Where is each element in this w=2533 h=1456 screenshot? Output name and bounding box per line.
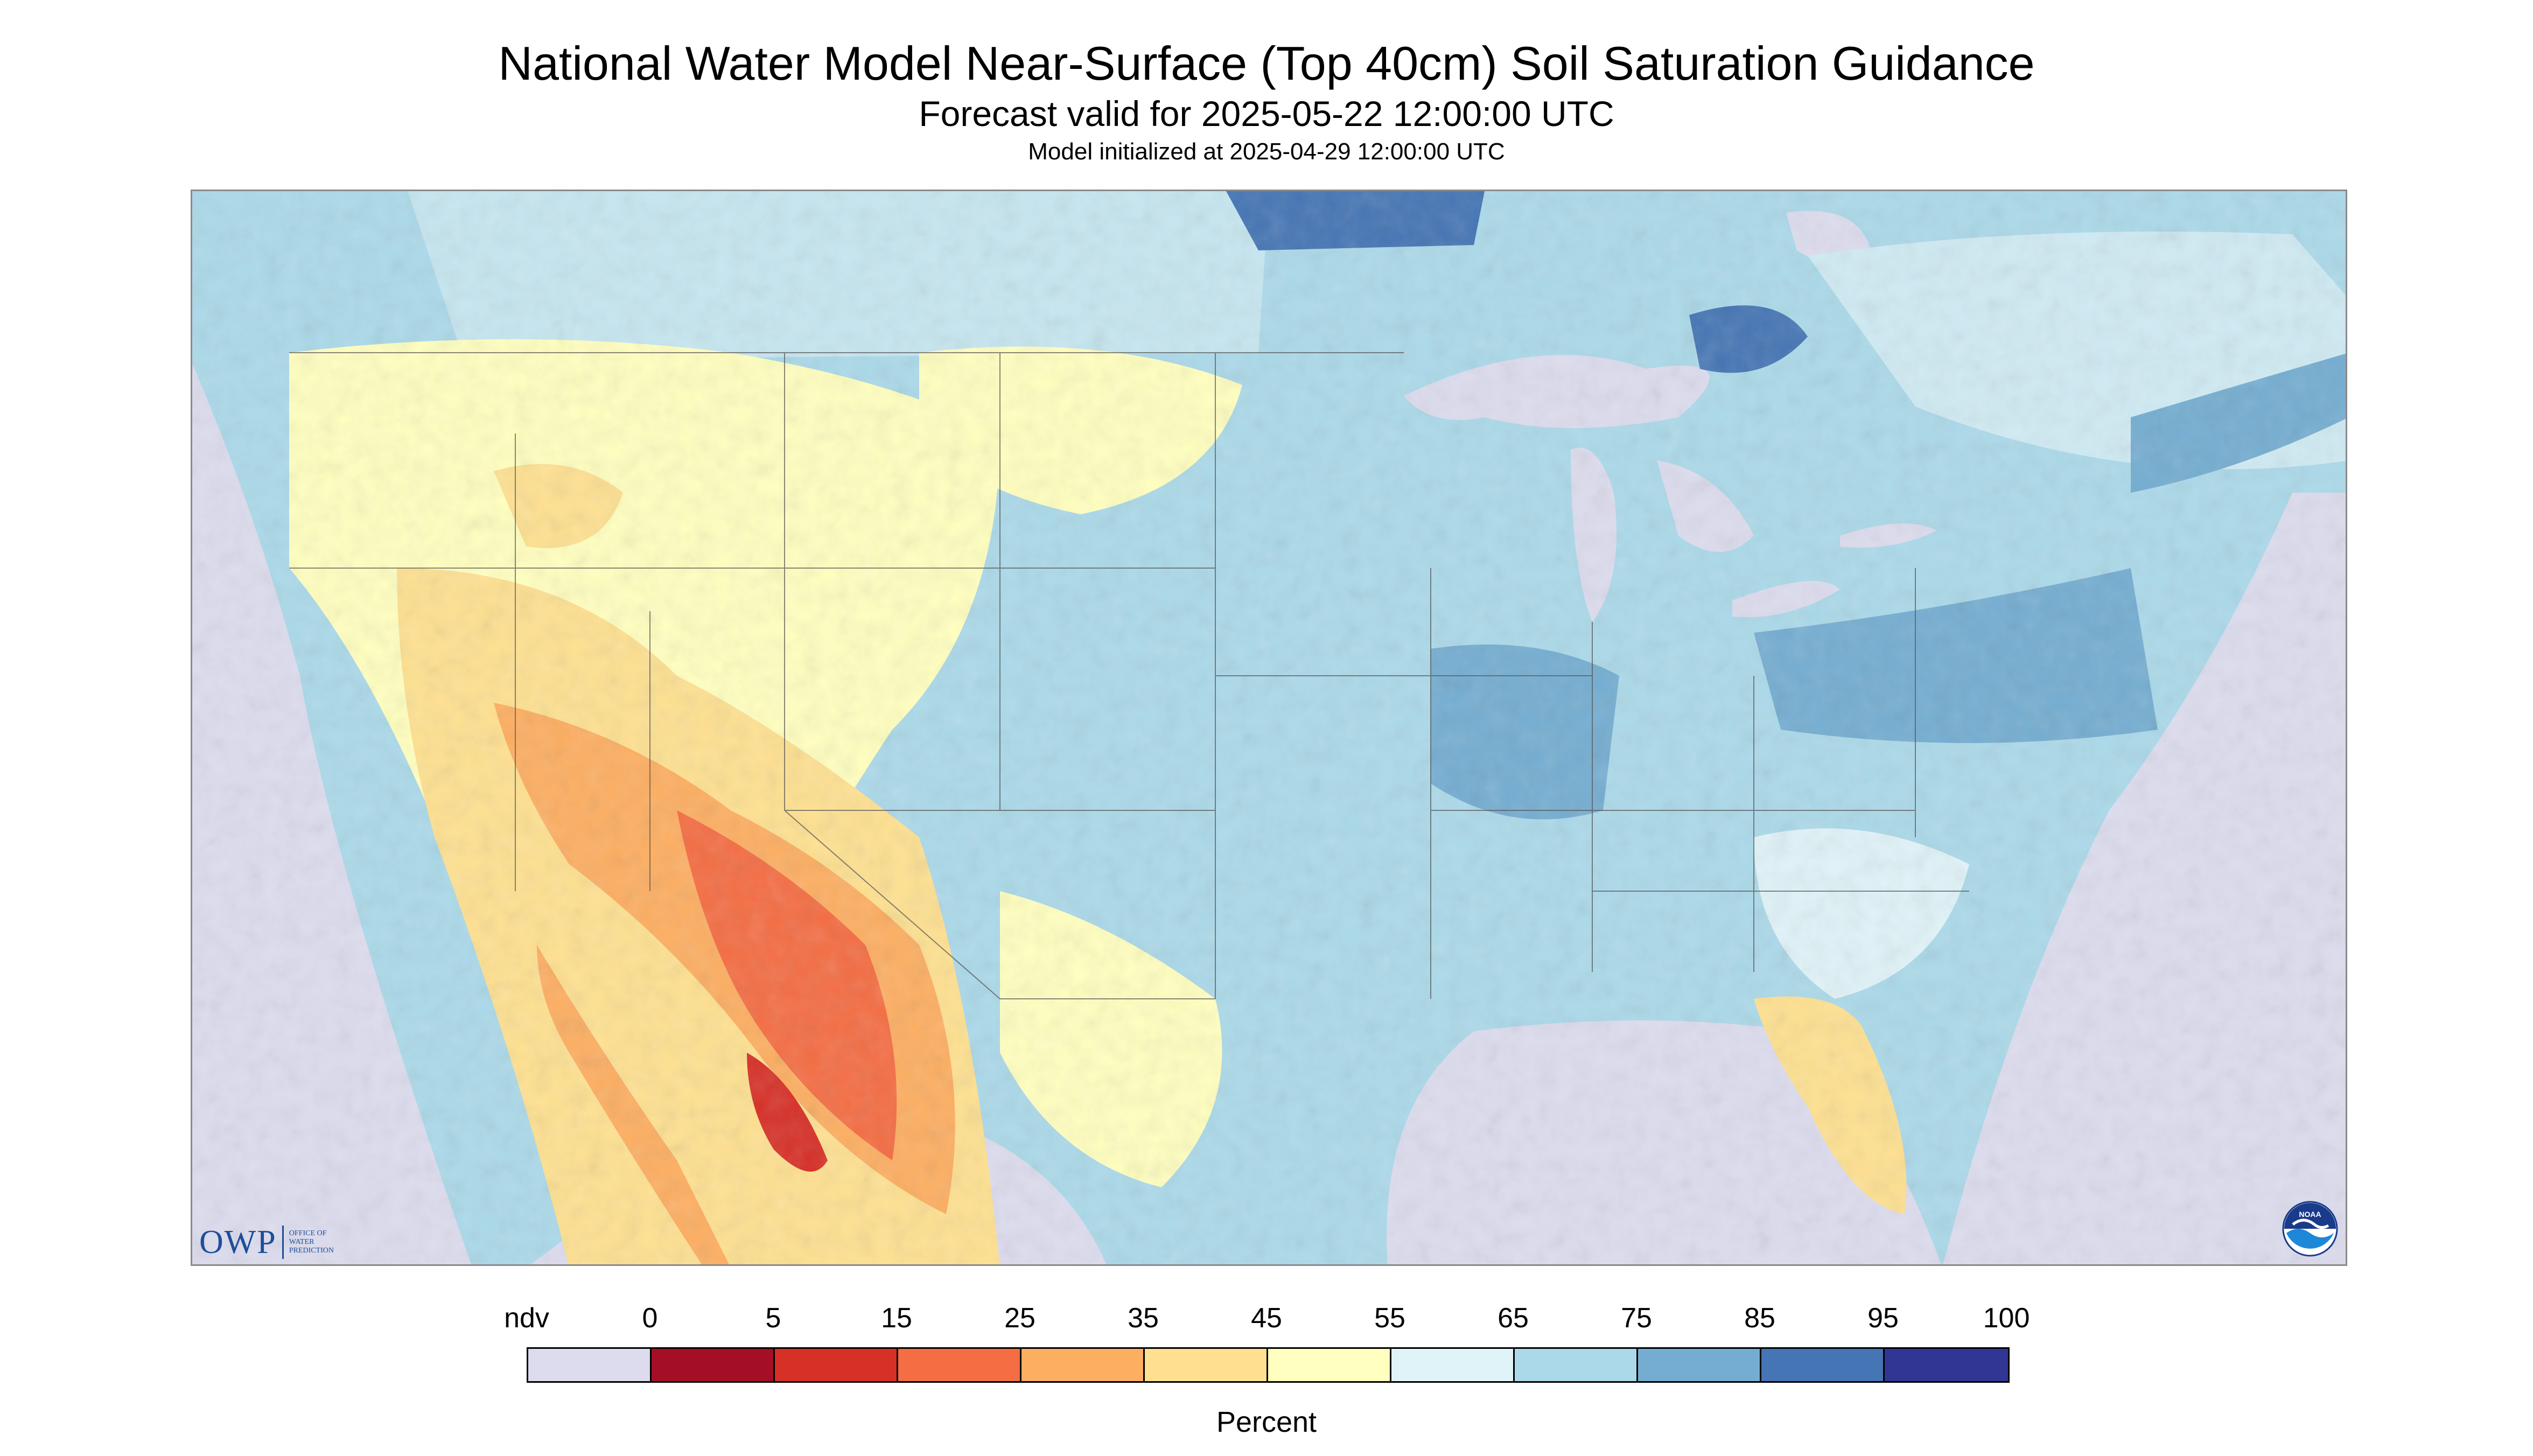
noaa-logo-text: NOAA	[2299, 1210, 2321, 1219]
legend-tick-label: 65	[1498, 1303, 1529, 1334]
legend-swatch	[1515, 1349, 1638, 1381]
legend-tick-label: 100	[1983, 1303, 2030, 1334]
legend-tick-label: 0	[642, 1303, 658, 1334]
legend-swatch	[652, 1349, 775, 1381]
owp-logo-line3: PREDICTION	[289, 1247, 334, 1255]
map-title: National Water Model Near-Surface (Top 4…	[498, 37, 2035, 90]
legend-swatch	[528, 1349, 652, 1381]
model-init-time: Model initialized at 2025-04-29 12:00:00…	[1028, 138, 1505, 165]
forecast-valid-time: Forecast valid for 2025-05-22 12:00:00 U…	[919, 94, 1614, 134]
owp-logo-line1: OFFICE OF	[289, 1229, 327, 1237]
soil-saturation-map	[191, 190, 2347, 1266]
legend-swatch	[1021, 1349, 1145, 1381]
legend-tick-label: 75	[1621, 1303, 1652, 1334]
legend-swatch	[1638, 1349, 1761, 1381]
owp-logo-letters: OWP	[199, 1223, 277, 1261]
legend-tick-label: 25	[1004, 1303, 1035, 1334]
noaa-logo-icon: NOAA	[2282, 1201, 2338, 1257]
legend-tick-label: 85	[1744, 1303, 1775, 1334]
legend-units: Percent	[1216, 1406, 1317, 1438]
legend-swatch	[1761, 1349, 1885, 1381]
legend-tick-label: 45	[1251, 1303, 1282, 1334]
legend-swatch	[1268, 1349, 1391, 1381]
owp-logo-text: OFFICE OF WATER PREDICTION	[289, 1229, 334, 1255]
legend-swatch	[1885, 1349, 2008, 1381]
legend-tick-label: 35	[1128, 1303, 1159, 1334]
legend-tick-label: 15	[881, 1303, 912, 1334]
legend-tick-label: 95	[1867, 1303, 1899, 1334]
legend-colorbar	[527, 1347, 2010, 1383]
owp-logo: OWP OFFICE OF WATER PREDICTION	[199, 1223, 334, 1261]
legend-swatch	[898, 1349, 1021, 1381]
legend-swatch	[775, 1349, 898, 1381]
legend-tick-label: ndv	[504, 1303, 549, 1334]
legend-tick-label: 55	[1374, 1303, 1405, 1334]
owp-logo-divider	[282, 1226, 284, 1259]
owp-logo-line2: WATER	[289, 1238, 314, 1246]
map-canvas	[192, 191, 2346, 1264]
legend-swatch	[1391, 1349, 1515, 1381]
legend-swatch	[1145, 1349, 1268, 1381]
legend-tick-label: 5	[765, 1303, 781, 1334]
